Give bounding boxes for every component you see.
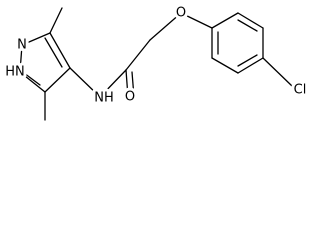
bonds xyxy=(19,7,293,121)
molecule-diagram: N HN NH O O Cl xyxy=(5,5,307,121)
bond xyxy=(19,71,46,93)
atom-label: Cl xyxy=(294,83,307,98)
bond xyxy=(69,67,101,98)
bond xyxy=(44,37,63,68)
bond xyxy=(237,12,264,29)
bond xyxy=(49,7,63,34)
bond xyxy=(211,12,239,29)
bond xyxy=(180,12,213,29)
bond xyxy=(99,69,127,98)
atom-label: HN xyxy=(5,65,25,80)
bond xyxy=(49,32,71,69)
bond xyxy=(131,71,135,98)
bond xyxy=(44,67,71,93)
atom-label: N xyxy=(17,38,27,53)
atom-label: O xyxy=(125,90,135,105)
bond xyxy=(149,12,182,41)
bond xyxy=(125,69,129,98)
bond xyxy=(237,54,258,67)
bond xyxy=(125,39,151,71)
bond xyxy=(19,44,23,73)
bond xyxy=(211,57,239,74)
bond xyxy=(23,72,41,86)
atom-label: NH xyxy=(94,91,114,106)
bond xyxy=(21,32,51,46)
bond xyxy=(262,57,293,87)
bond xyxy=(237,19,258,32)
atom-label: O xyxy=(176,6,186,21)
bond xyxy=(237,57,264,74)
